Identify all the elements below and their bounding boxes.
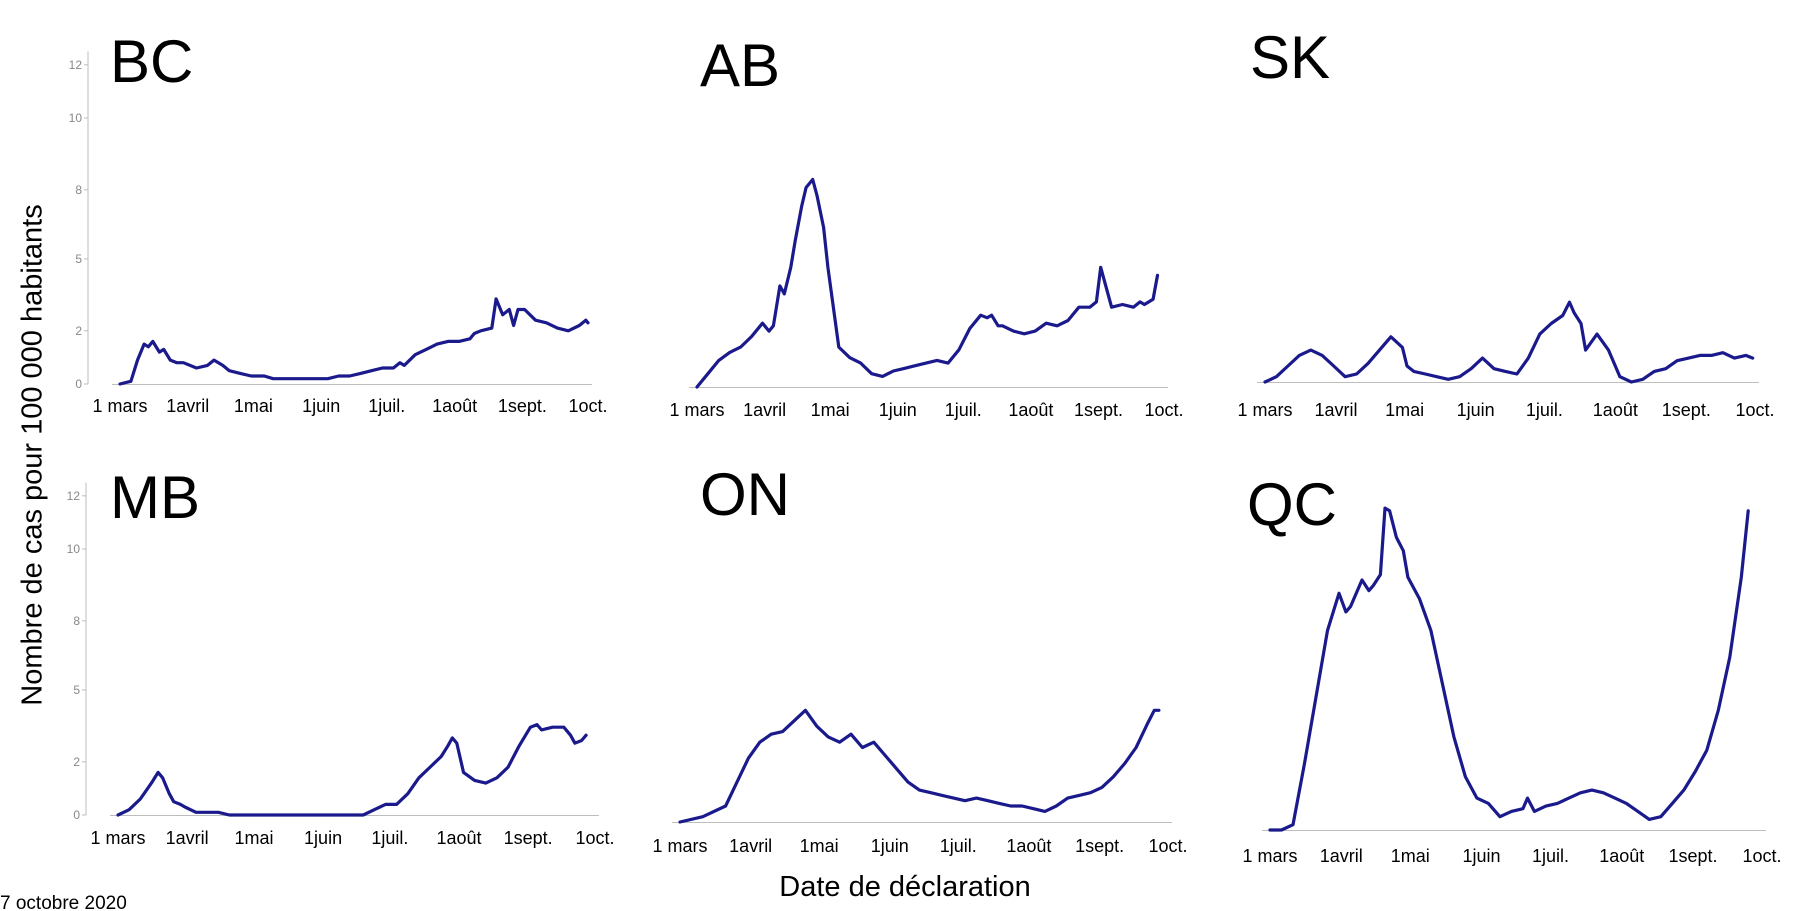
x-tick-label: 1juin bbox=[871, 836, 909, 856]
x-tick-label: 1 mars bbox=[669, 400, 724, 420]
y-tick-label: 5 bbox=[73, 683, 80, 697]
x-tick-label: 1mai bbox=[800, 836, 839, 856]
series-line bbox=[1263, 300, 1755, 384]
y-tick-label: 12 bbox=[67, 489, 81, 503]
x-tick-label: 1sept. bbox=[1669, 846, 1718, 866]
x-tick-label: 1août bbox=[1006, 836, 1051, 856]
x-tick-label: 1 mars bbox=[1237, 400, 1292, 420]
panel-bc: 0 2 5 8 10 12 1 mars 1avril 1mai 1juin 1juil. 1août… bbox=[69, 28, 608, 416]
x-tick-label: 1oct. bbox=[1144, 400, 1183, 420]
x-tick-label: 1mai bbox=[1385, 400, 1424, 420]
panel-title: AB bbox=[700, 32, 780, 99]
x-tick-label: 1juin bbox=[302, 396, 340, 416]
x-tick-label: 1 mars bbox=[92, 396, 147, 416]
date-footnote: 7 octobre 2020 bbox=[0, 893, 127, 911]
series-line bbox=[678, 708, 1161, 824]
panel-title: ON bbox=[700, 461, 790, 528]
x-tick-label: 1juil. bbox=[1526, 400, 1563, 420]
y-tick-label: 8 bbox=[73, 614, 80, 628]
panel-title: SK bbox=[1250, 24, 1330, 91]
x-tick-label: 1mai bbox=[234, 396, 273, 416]
x-tick-label: 1avril bbox=[1320, 846, 1363, 866]
y-tick-label: 8 bbox=[75, 183, 82, 197]
x-tick-label: 1mai bbox=[1391, 846, 1430, 866]
x-tick-label: 1août bbox=[1593, 400, 1638, 420]
x-tick-label: 1sept. bbox=[504, 828, 553, 848]
x-tick-label: 1avril bbox=[166, 828, 209, 848]
x-tick-label: 1juin bbox=[879, 400, 917, 420]
y-tick-label: 10 bbox=[67, 542, 81, 556]
x-tick-label: 1juin bbox=[1462, 846, 1500, 866]
x-tick-label: 1août bbox=[437, 828, 482, 848]
x-tick-label: 1sept. bbox=[1074, 400, 1123, 420]
x-tick-label: 1sept. bbox=[1075, 836, 1124, 856]
x-axis-label: Date de déclaration bbox=[779, 871, 1031, 903]
panel-sk: 1 mars 1avril 1mai 1juin 1juil. 1août 1sept. 1o… bbox=[1237, 24, 1774, 420]
x-tick-label: 1juil. bbox=[945, 400, 982, 420]
y-tick-label: 12 bbox=[69, 58, 83, 72]
series-line bbox=[116, 723, 588, 817]
x-tick-label: 1 mars bbox=[90, 828, 145, 848]
x-tick-label: 1mai bbox=[234, 828, 273, 848]
x-tick-label: 1juil. bbox=[940, 836, 977, 856]
y-tick-label: 10 bbox=[69, 111, 83, 125]
x-tick-label: 1oct. bbox=[1148, 836, 1187, 856]
x-tick-label: 1 mars bbox=[1242, 846, 1297, 866]
x-tick-label: 1juil. bbox=[368, 396, 405, 416]
x-tick-label: 1mai bbox=[811, 400, 850, 420]
panel-qc: 1 mars 1avril 1mai 1juin 1juil. 1août 1sept. 1o… bbox=[1242, 471, 1781, 866]
x-tick-label: 1juil. bbox=[1532, 846, 1569, 866]
x-tick-label: 1oct. bbox=[575, 828, 614, 848]
x-tick-label: 1juil. bbox=[371, 828, 408, 848]
x-tick-label: 1oct. bbox=[1742, 846, 1781, 866]
y-tick-label: 0 bbox=[73, 808, 80, 822]
x-tick-label: 1juin bbox=[304, 828, 342, 848]
series-line bbox=[1268, 506, 1750, 832]
x-tick-label: 1oct. bbox=[568, 396, 607, 416]
x-tick-label: 1sept. bbox=[1662, 400, 1711, 420]
panel-title: QC bbox=[1247, 471, 1337, 538]
panel-title: BC bbox=[110, 28, 193, 95]
series-line bbox=[695, 177, 1160, 389]
x-tick-label: 1août bbox=[1008, 400, 1053, 420]
panel-ab: 1 mars 1avril 1mai 1juin 1juil. 1août 1sept. 1o… bbox=[669, 32, 1183, 420]
x-tick-label: 1août bbox=[1599, 846, 1644, 866]
x-tick-label: 1avril bbox=[729, 836, 772, 856]
panel-mb: 0 2 5 8 10 12 1 mars 1avril 1mai 1juin 1juil. 1août… bbox=[67, 464, 615, 848]
panel-on: 1 mars 1avril 1mai 1juin 1juil. 1août 1sept. 1o… bbox=[652, 461, 1187, 856]
panel-title: MB bbox=[110, 464, 200, 531]
y-tick-label: 0 bbox=[75, 377, 82, 391]
x-tick-label: 1avril bbox=[1314, 400, 1357, 420]
series-line bbox=[118, 297, 590, 386]
x-tick-label: 1juin bbox=[1457, 400, 1495, 420]
x-tick-label: 1avril bbox=[166, 396, 209, 416]
y-axis-label: Nombre de cas pour 100 000 habitants bbox=[17, 204, 49, 705]
x-tick-label: 1août bbox=[432, 396, 477, 416]
x-tick-label: 1avril bbox=[743, 400, 786, 420]
x-tick-label: 1 mars bbox=[652, 836, 707, 856]
chart-panels: 0 2 5 8 10 12 1 mars 1avril 1mai 1juin 1juil. 1août… bbox=[67, 24, 1782, 866]
y-tick-label: 2 bbox=[75, 324, 82, 338]
x-tick-label: 1oct. bbox=[1735, 400, 1774, 420]
y-tick-label: 5 bbox=[75, 252, 82, 266]
y-tick-label: 2 bbox=[73, 755, 80, 769]
x-tick-label: 1sept. bbox=[498, 396, 547, 416]
